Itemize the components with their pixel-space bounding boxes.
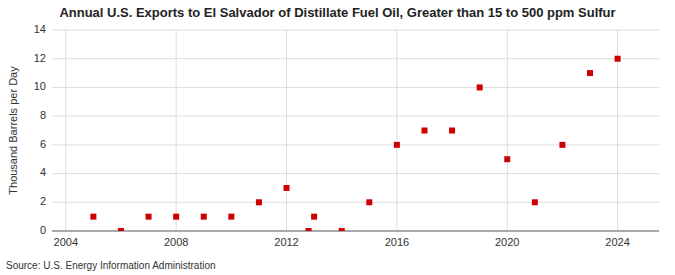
y-tick-label: 6 (40, 138, 46, 150)
tick-labels: 0 2 4 6 8 10 12 14 2004 2008 2012 2016 2020 2024 (34, 23, 630, 248)
point (256, 199, 262, 205)
point (615, 56, 621, 62)
x-tick-label: 2004 (54, 236, 78, 248)
x-grid-line (507, 30, 508, 231)
y-grid-line (52, 116, 659, 117)
chart-container: 0 2 4 6 8 10 12 14 2004 2008 2012 2016 2020 2024 Thous… (0, 0, 675, 275)
x-tick-label: 2012 (274, 236, 298, 248)
title: Annual U.S. Exports to El Salvador of Di… (59, 5, 615, 20)
x-tick-label: 2020 (495, 236, 519, 248)
point (421, 128, 427, 134)
point (366, 199, 372, 205)
y-tick-label: 2 (40, 195, 46, 207)
y-grid-line (52, 231, 659, 232)
point (284, 185, 290, 191)
point (146, 214, 152, 220)
y-axis-label: Thousand Barrels per Day (7, 66, 19, 195)
x-grid-line (396, 30, 397, 231)
point (228, 214, 234, 220)
point (394, 142, 400, 148)
y-grid-line (52, 58, 659, 59)
y-tick-label: 10 (34, 80, 46, 92)
point (587, 70, 593, 76)
x-grid-line (65, 30, 66, 231)
point (559, 142, 565, 148)
y-tick-label: 14 (34, 23, 46, 35)
x-tick-label: 2016 (385, 236, 409, 248)
y-grid-line (52, 173, 659, 174)
point (504, 156, 510, 162)
x-grid-line (176, 30, 177, 231)
x-tick-label: 2008 (164, 236, 188, 248)
point (306, 228, 312, 231)
point (311, 214, 317, 220)
x-tick-label: 2024 (605, 236, 629, 248)
source-note: Source: U.S. Energy Information Administ… (6, 260, 216, 271)
point (449, 128, 455, 134)
y-grid-line (52, 30, 659, 31)
point (118, 228, 124, 231)
points (90, 56, 620, 231)
y-tick-label: 8 (40, 109, 46, 121)
point (173, 214, 179, 220)
x-axis-line (52, 231, 659, 232)
y-tick-label: 12 (34, 52, 46, 64)
point (339, 228, 345, 231)
point (90, 214, 96, 220)
x-grid-line (286, 30, 287, 231)
chart-svg: 0 2 4 6 8 10 12 14 2004 2008 2012 2016 2020 2024 Thous… (0, 0, 675, 275)
y-grid-line (52, 144, 659, 145)
y-tick-label: 4 (40, 166, 46, 178)
point (201, 214, 207, 220)
grid (52, 30, 659, 231)
y-tick-label: 0 (40, 224, 46, 236)
y-grid-line (52, 202, 659, 203)
y-grid-line (52, 87, 659, 88)
point (532, 199, 538, 205)
point (477, 84, 483, 90)
